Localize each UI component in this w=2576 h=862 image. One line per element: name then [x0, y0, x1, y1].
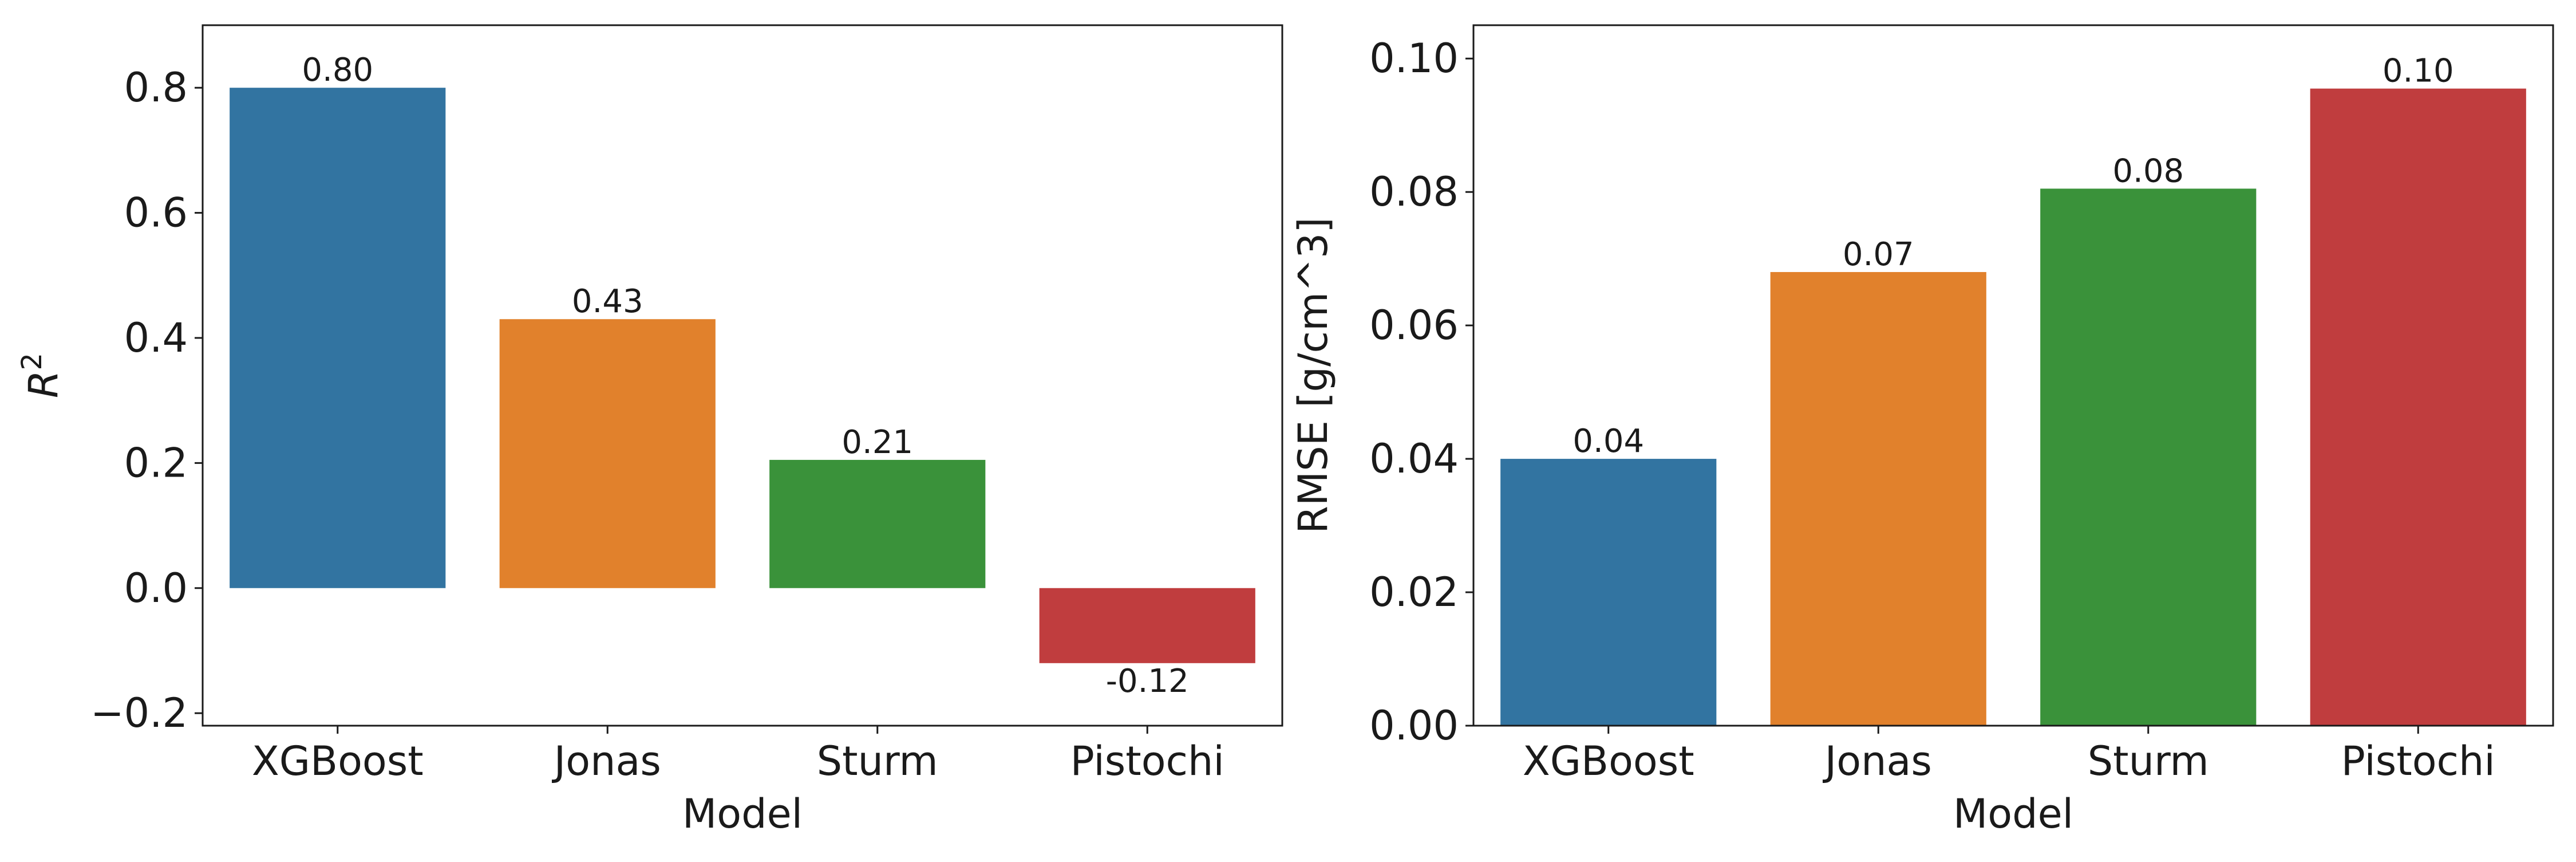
- chart1-plot-frame: [202, 24, 1283, 727]
- chart2-y-tick-label: 0.00: [1369, 702, 1459, 749]
- chart1-value-label-xgboost: 0.80: [302, 52, 373, 89]
- chart2-y-tick-label: 0.04: [1369, 435, 1459, 482]
- chart1-y-axis-title: R2: [16, 353, 67, 398]
- chart1-y-tick-label: 0.2: [124, 439, 188, 486]
- chart1-bar-jonas: [499, 319, 716, 588]
- chart1-bar-sturm: [769, 459, 986, 588]
- chart2-value-label-sturm: 0.08: [2112, 152, 2184, 190]
- chart1-value-label-jonas: 0.43: [572, 283, 643, 320]
- chart1-value-label-pistochi: -0.12: [1106, 663, 1189, 700]
- chart2-bar-sturm: [2040, 188, 2257, 726]
- chart2-bar-pistochi: [2310, 88, 2526, 726]
- chart2-y-tick-label: 0.02: [1369, 569, 1459, 616]
- chart2-x-axis-title: Model: [1953, 790, 2073, 837]
- chart2-y-tick-label: 0.06: [1369, 302, 1459, 349]
- chart1-bar-pistochi: [1039, 588, 1255, 663]
- chart1-x-tick-label-sturm: Sturm: [817, 738, 938, 785]
- chart2-y-tick-label: 0.08: [1369, 168, 1459, 215]
- chart2-x-tick-label-xgboost: XGBoost: [1523, 738, 1694, 785]
- chart1-y-tick-label: 0.0: [124, 565, 188, 612]
- chart1-x-tick-label-xgboost: XGBoost: [252, 738, 424, 785]
- chart1-y-tick-label: −0.2: [90, 690, 188, 737]
- chart1-y-tick-label: 0.4: [124, 314, 188, 361]
- chart2-value-label-pistochi: 0.10: [2383, 53, 2454, 90]
- chart2-bar-jonas: [1770, 271, 1986, 726]
- chart2-y-tick-label: 0.10: [1369, 35, 1459, 82]
- chart2-y-axis-title: RMSE [g/cm^3]: [1290, 217, 1337, 533]
- chart2-x-tick-label-jonas: Jonas: [1823, 738, 1932, 785]
- chart1-bar-xgboost: [230, 88, 446, 588]
- chart1-value-label-sturm: 0.21: [841, 424, 913, 461]
- chart2-x-tick-label-sturm: Sturm: [2088, 738, 2209, 785]
- chart1-x-tick-label-pistochi: Pistochi: [1070, 738, 1224, 785]
- chart2-x-tick-label-pistochi: Pistochi: [2341, 738, 2495, 785]
- chart2-bar-xgboost: [1500, 459, 1717, 726]
- chart1-x-axis-title: Model: [682, 790, 803, 837]
- chart2-value-label-jonas: 0.07: [1843, 236, 1914, 273]
- chart2-value-label-xgboost: 0.04: [1573, 423, 1644, 460]
- chart1-x-tick-label-jonas: Jonas: [552, 738, 661, 785]
- chart2-plot-frame: [1472, 24, 2554, 727]
- chart1-y-tick-label: 0.8: [124, 64, 188, 111]
- chart1-y-tick-label: 0.6: [124, 190, 188, 237]
